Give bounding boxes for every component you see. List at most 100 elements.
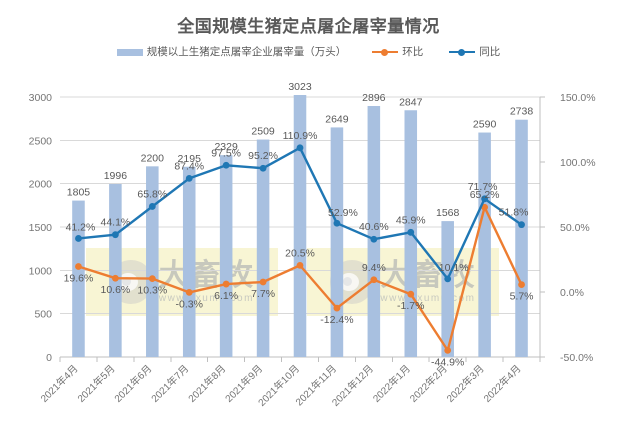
bar-value-label: 2509 [251,126,275,138]
bar-value-label: 2200 [141,152,165,164]
y-axis-tick-label: 0 [46,352,52,364]
x-axis-category-label: 2022年2月 [407,362,450,405]
legend-swatch-line-yoy-icon [449,48,476,57]
yoy-value-label: 97.5% [211,147,241,159]
data-point[interactable] [407,290,415,298]
yoy-value-label: 44.1% [100,217,130,229]
y-axis-tick-label: 2000 [29,179,53,191]
bar-value-label: 2329 [214,141,238,153]
y2-axis-tick-label: -50.0% [560,352,593,364]
data-point[interactable] [222,280,230,288]
bar-value-label: 2896 [362,92,386,104]
x-axis-category-label: 2021年8月 [185,362,228,405]
bar-3[interactable] [182,166,196,357]
mom-value-label: 20.5% [285,247,315,259]
bar-2[interactable] [146,166,159,357]
bar-value-label: 2738 [510,106,534,118]
data-point[interactable] [222,161,230,169]
x-axis-category-label: 2022年4月 [481,362,524,405]
x-axis-category-label: 2021年6月 [111,362,154,405]
mom-value-label: 10.6% [100,284,130,296]
bar-8[interactable] [367,106,381,357]
y-axis-tick-label: 1000 [29,265,53,277]
y-axis-tick-label: 3000 [29,92,53,104]
yoy-value-label: 110.9% [283,130,318,142]
data-point[interactable] [444,346,452,354]
data-point[interactable] [370,235,378,243]
bar-12[interactable] [515,119,528,357]
mom-value-label: 5.7% [510,291,534,303]
data-point[interactable] [481,195,489,203]
data-point[interactable] [75,235,82,242]
data-point[interactable] [481,203,489,211]
bar-value-label: 3023 [288,81,312,93]
bar-value-label: 2847 [399,96,423,108]
x-axis-category-label: 2021年4月 [38,362,81,405]
mom-value-label: 10.3% [137,285,167,297]
yoy-value-label: 87.4% [174,160,204,172]
legend-item-bar-series[interactable]: 规模以上生猪定点屠宰企业屠宰量（万头） [116,46,347,58]
mom-value-label: -12.4% [320,314,353,326]
bar-value-label: 1996 [104,170,128,182]
y2-axis-tick-label: 50.0% [560,222,590,234]
mom-value-label: 9.4% [362,262,386,274]
bar-11[interactable] [478,132,491,357]
data-point[interactable] [111,274,119,282]
y2-axis-tick-label: 150.0% [560,92,596,104]
legend-label-bar-series: 规模以上生猪定点屠宰企业屠宰量（万头） [146,46,347,58]
data-point[interactable] [518,281,525,288]
data-point[interactable] [148,203,156,210]
data-point[interactable] [148,275,156,283]
bar-7[interactable] [330,127,344,357]
chart-legend: 规模以上生猪定点屠宰企业屠宰量（万头） 环比 同比 [0,47,617,58]
bar-1[interactable] [109,184,122,357]
bar-4[interactable] [219,155,233,357]
data-point[interactable] [296,261,304,269]
bar-10[interactable] [441,221,454,357]
legend-item-mom-series[interactable]: 环比 [372,47,423,58]
legend-label-mom-series: 环比 [402,46,424,58]
chart-title: 全国规模生猪定点屠企屠宰量情况 [177,17,440,36]
data-point[interactable] [75,263,82,270]
data-point[interactable] [259,164,267,172]
data-point[interactable] [296,144,304,152]
data-point[interactable] [444,275,452,283]
yoy-value-label: 40.6% [359,221,389,233]
legend-item-yoy-series[interactable]: 同比 [449,47,500,58]
data-point[interactable] [370,276,378,284]
y2-axis-tick-label: 0.0% [560,287,584,299]
yoy-value-label: 71.7% [468,181,498,193]
mom-value-label: 6.1% [214,290,238,302]
bar-value-label: 1568 [436,207,460,219]
legend-swatch-line-mom-icon [372,48,399,57]
legend-label-yoy-series: 同比 [479,46,501,58]
bar-value-label: 2195 [178,153,202,165]
data-point[interactable] [333,219,341,227]
yoy-value-label: 10.1% [439,262,469,274]
data-point[interactable] [185,174,193,182]
yoy-value-label: 45.9% [396,214,426,226]
data-point[interactable] [333,304,341,312]
x-axis-category-label: 2022年1月 [370,362,413,405]
data-point[interactable] [111,231,119,239]
bar-value-label: 2590 [473,119,497,131]
bar-value-label: 1805 [67,187,91,199]
bar-6[interactable] [293,95,307,358]
data-point[interactable] [518,221,525,229]
data-point[interactable] [259,278,267,286]
yoy-value-label: 51.8% [499,207,529,219]
mom-value-label: 7.7% [251,288,275,300]
data-point[interactable] [407,228,415,236]
y2-axis-tick-label: 100.0% [560,157,596,169]
bar-value-label: 2649 [325,113,349,125]
mom-value-label: -44.9% [431,356,464,368]
y-axis-tick-label: 500 [34,309,52,321]
data-point[interactable] [185,288,193,296]
yoy-value-label: 95.2% [248,150,278,162]
bar-5[interactable] [256,139,270,357]
mom-value-label: 65.2% [470,189,500,201]
mom-value-label: -0.3% [176,298,203,310]
